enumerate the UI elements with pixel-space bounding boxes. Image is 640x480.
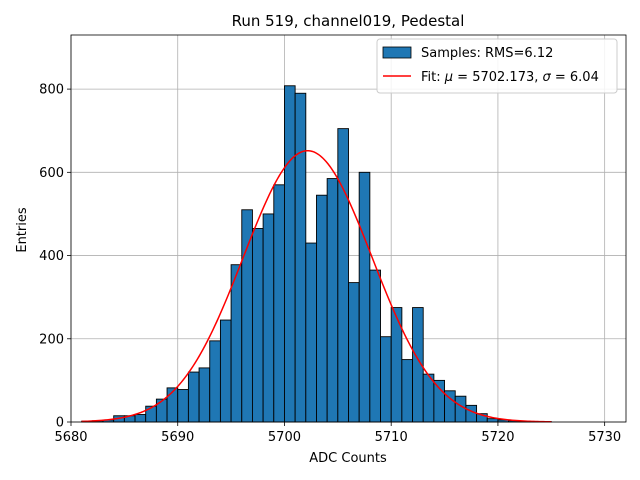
- histogram-bars: [81, 85, 552, 423]
- y-axis-label: Entries: [15, 207, 30, 253]
- histogram-bar: [230, 264, 243, 423]
- histogram-bar: [155, 398, 168, 423]
- legend-label-fit: Fit: μ = 5702.173, σ = 6.04: [421, 70, 599, 85]
- y-tick-label: 600: [39, 166, 64, 181]
- histogram-bar: [433, 379, 446, 423]
- chart-title: Run 519, channel019, Pedestal: [232, 12, 465, 30]
- gaussian-fit-line: [81, 149, 552, 423]
- plot-frame: [70, 34, 627, 423]
- x-axis-label: ADC Counts: [309, 451, 387, 466]
- histogram-bar: [358, 171, 371, 423]
- histogram-bar: [305, 242, 317, 423]
- histogram-bar: [284, 85, 296, 423]
- histogram-bar: [422, 373, 435, 423]
- y-tick-label: 400: [39, 249, 64, 264]
- histogram-bar: [348, 282, 360, 423]
- histogram-bar: [316, 194, 328, 423]
- y-tick-label: 800: [39, 83, 64, 98]
- x-tick-label: 5730: [588, 430, 621, 445]
- histogram-bar: [262, 213, 275, 423]
- histogram-bar: [294, 92, 307, 423]
- histogram-bar: [465, 404, 478, 423]
- histogram-bar: [209, 340, 221, 423]
- legend: Samples: RMS=6.12 Fit: μ = 5702.173, σ =…: [376, 38, 618, 94]
- histogram-bar: [380, 336, 392, 423]
- y-tick-label: 200: [39, 332, 64, 347]
- histogram-bar: [177, 389, 189, 423]
- histogram-bar: [134, 414, 147, 423]
- x-tick-label: 5700: [268, 430, 301, 445]
- histogram-bar: [251, 228, 264, 423]
- y-axis-ticks: 0 200 400 600 800: [39, 83, 71, 431]
- histogram-bar: [326, 178, 339, 423]
- y-tick-label: 0: [56, 416, 64, 431]
- histogram-bar: [369, 269, 381, 423]
- histogram-bar: [219, 319, 232, 423]
- histogram-bar: [241, 209, 253, 423]
- histogram-bar: [337, 128, 349, 423]
- x-axis-ticks: 5680 5690 5700 5710 5720 5730: [54, 422, 621, 445]
- histogram-bar: [187, 371, 200, 423]
- legend-box: [376, 38, 618, 94]
- legend-swatch-samples: [382, 46, 412, 59]
- histogram-bar: [198, 367, 211, 423]
- x-tick-label: 5680: [54, 430, 87, 445]
- legend-label-samples: Samples: RMS=6.12: [421, 46, 553, 61]
- x-tick-label: 5710: [375, 430, 408, 445]
- histogram-bar: [273, 184, 285, 423]
- histogram-bar: [454, 395, 467, 423]
- histogram-bar: [401, 359, 413, 423]
- x-tick-label: 5720: [481, 430, 514, 445]
- x-tick-label: 5690: [161, 430, 194, 445]
- histogram-bar: [486, 418, 499, 423]
